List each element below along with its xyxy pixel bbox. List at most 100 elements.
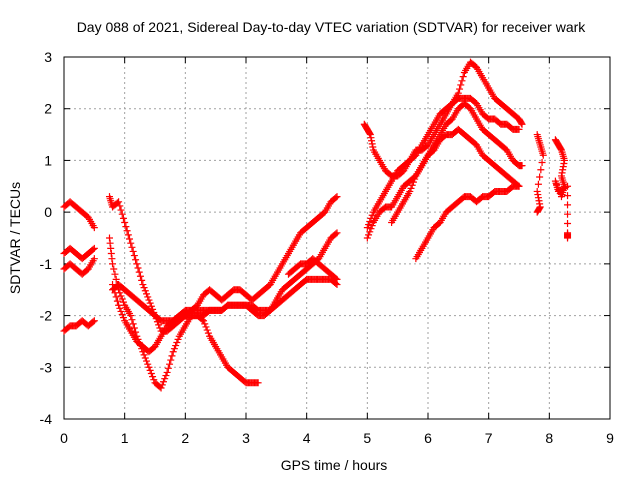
data-point — [90, 224, 98, 232]
x-tick-label: 4 — [303, 430, 311, 446]
data-point — [115, 301, 123, 309]
x-axis-label: GPS time / hours — [281, 457, 388, 473]
data-point — [561, 156, 568, 164]
data-point — [112, 293, 120, 301]
data-point — [132, 256, 140, 264]
data-point — [143, 290, 151, 298]
data-point — [515, 125, 523, 133]
data-point — [456, 85, 464, 93]
x-tick-label: 7 — [485, 430, 493, 446]
data-point — [122, 223, 130, 231]
data-point — [116, 304, 124, 312]
data-point — [158, 381, 166, 389]
y-axis: -4 -3 -2 -1 0 1 2 3 — [40, 49, 610, 427]
x-axis: 0 1 2 3 4 5 6 7 8 9 — [60, 57, 614, 446]
data-point — [115, 198, 123, 206]
data-point — [117, 206, 125, 214]
data-point — [161, 375, 169, 383]
data-point — [121, 218, 129, 226]
data-point — [459, 73, 467, 81]
data-point — [118, 210, 126, 218]
data-point — [138, 276, 146, 284]
x-tick-label: 6 — [424, 430, 432, 446]
series-track-f — [360, 58, 526, 180]
data-point — [146, 299, 154, 307]
series-track-b — [60, 234, 262, 392]
data-point — [141, 354, 149, 362]
data-point — [89, 318, 97, 326]
data-point — [366, 130, 374, 138]
data-point — [164, 364, 172, 372]
data-point — [560, 160, 568, 168]
data-point — [145, 296, 153, 304]
data-point — [518, 120, 526, 128]
data-point — [117, 292, 125, 300]
data-point — [368, 137, 376, 145]
data-point — [140, 284, 148, 292]
data-point — [333, 229, 341, 237]
data-point — [118, 311, 126, 319]
data-point — [119, 314, 127, 322]
data-point — [112, 275, 120, 283]
data-point — [557, 193, 565, 201]
data-point — [564, 234, 572, 242]
y-axis-label: SDTVAR / TECUs — [7, 182, 23, 294]
data-point — [124, 231, 132, 239]
data-point — [143, 357, 151, 365]
data-point — [135, 268, 143, 276]
x-tick-label: 1 — [121, 430, 129, 446]
data-point — [89, 245, 97, 253]
data-point — [254, 379, 262, 387]
data-point — [564, 210, 572, 218]
data-point — [201, 320, 209, 328]
data-point — [107, 244, 115, 252]
data-point — [203, 326, 211, 334]
data-point — [173, 338, 181, 346]
data-point — [564, 192, 572, 200]
data-point — [146, 366, 154, 374]
series-track-j — [412, 182, 523, 263]
data-point — [174, 335, 182, 343]
data-point — [366, 131, 374, 139]
data-point — [538, 158, 546, 166]
data-point — [333, 275, 341, 283]
data-point — [162, 372, 170, 380]
series-track-e — [284, 255, 341, 283]
data-point — [170, 345, 178, 353]
data-point — [332, 230, 340, 238]
data-point — [204, 329, 212, 337]
data-point — [407, 184, 415, 192]
data-point — [128, 243, 136, 251]
data-point — [90, 244, 98, 252]
x-tick-label: 2 — [181, 430, 189, 446]
data-point — [559, 163, 567, 171]
data-point — [533, 208, 541, 216]
x-tick-label: 8 — [545, 430, 553, 446]
chart-title: Day 088 of 2021, Sidereal Day-to-day VTE… — [77, 19, 587, 35]
data-point — [90, 317, 98, 325]
data-point — [134, 264, 142, 272]
data-point — [119, 298, 127, 306]
series-track-k — [533, 131, 572, 242]
y-tick-label: -3 — [40, 359, 53, 375]
data-point — [564, 220, 572, 228]
data-point — [130, 324, 138, 332]
data-point — [365, 221, 373, 229]
data-point — [534, 191, 542, 199]
data-point — [539, 151, 547, 159]
y-tick-label: -1 — [40, 256, 53, 272]
series-track-i — [388, 125, 523, 226]
data-point — [366, 228, 374, 236]
data-point — [129, 320, 137, 328]
y-tick-label: 0 — [44, 204, 52, 220]
data-point — [159, 378, 167, 386]
data-point — [149, 373, 157, 381]
data-point — [557, 145, 565, 153]
data-point — [140, 351, 148, 359]
x-tick-label: 5 — [363, 430, 371, 446]
data-point — [111, 270, 119, 278]
y-tick-label: -2 — [40, 308, 53, 324]
data-point — [90, 255, 98, 263]
data-point — [127, 312, 135, 320]
